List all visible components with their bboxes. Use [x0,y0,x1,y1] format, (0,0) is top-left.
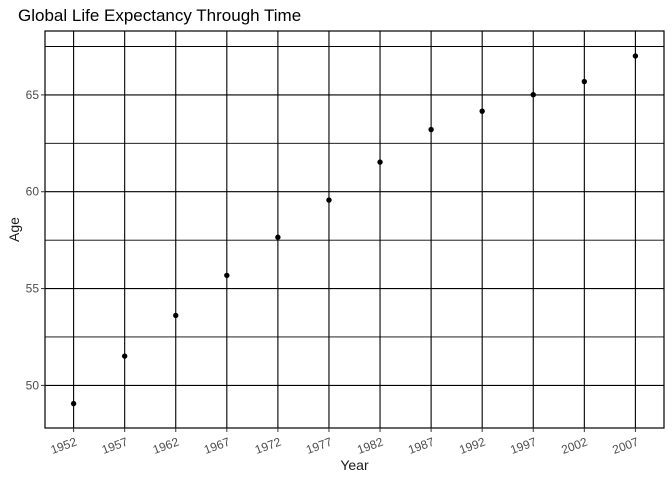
x-tick-label: 1997 [508,435,538,457]
y-tick-label: 65 [26,88,40,102]
y-axis-ticks: 50 55 60 65 [26,88,45,392]
data-point [70,400,77,407]
x-tick-label: 1992 [457,435,487,457]
data-point [224,272,230,279]
data-point [326,197,332,203]
data-point [173,312,179,319]
y-tick-label: 55 [26,282,40,296]
grid-lines [45,31,664,428]
data-point [632,53,639,59]
chart-title: Global Life Expectancy Through Time [18,6,302,25]
data-point [479,108,485,114]
data-point [530,92,536,98]
x-tick-label: 2007 [611,435,641,457]
x-tick-label: 1952 [49,435,79,457]
x-tick-label: 1972 [253,435,283,457]
x-tick-label: 1962 [151,435,181,457]
data-point [428,126,434,133]
x-tick-label: 1987 [406,435,436,457]
x-axis-title: Year [340,457,369,473]
y-axis-title: Age [6,217,22,242]
data-points [70,53,639,407]
x-tick-label: 1967 [202,435,232,457]
data-point [275,234,281,240]
x-tick-label: 1977 [304,435,334,457]
plot-panel [44,30,665,429]
x-axis-ticks: 1952 1957 1962 1967 1972 1977 1982 1987 1992 1997… [49,428,641,457]
x-tick-label: 1957 [100,435,130,457]
data-point [581,78,588,85]
data-point [377,159,383,165]
y-tick-label: 50 [26,378,40,392]
x-tick-label: 1982 [355,435,385,457]
x-tick-label: 2002 [559,435,589,457]
data-point [121,353,128,359]
y-tick-label: 60 [26,185,40,199]
